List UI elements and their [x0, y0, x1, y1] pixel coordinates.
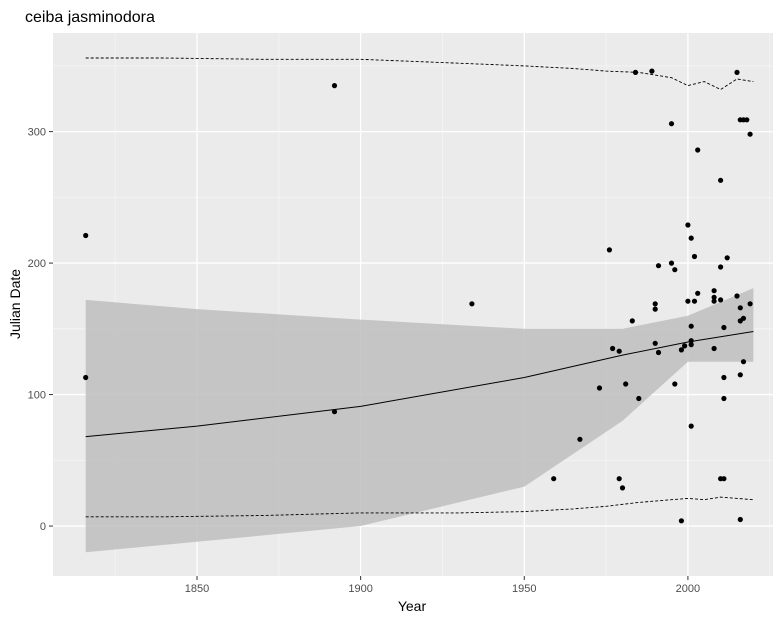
- data-point: [672, 381, 678, 387]
- data-point: [83, 232, 89, 239]
- x-tick-label: 2000: [676, 583, 700, 595]
- data-point: [685, 222, 691, 228]
- data-point: [711, 345, 717, 352]
- data-point: [606, 247, 613, 253]
- x-tick-label: 1900: [348, 583, 372, 595]
- data-point: [740, 359, 747, 365]
- data-point: [688, 323, 694, 329]
- data-point: [721, 476, 727, 482]
- data-point: [718, 177, 724, 183]
- data-point: [668, 121, 675, 127]
- upper-envelope-line: [85, 57, 754, 91]
- data-point: [619, 485, 626, 491]
- data-point: [737, 516, 743, 523]
- data-point: [632, 69, 639, 75]
- data-point: [721, 374, 727, 381]
- y-tick-label: 300: [28, 127, 46, 139]
- y-tick-label: 0: [40, 521, 46, 533]
- data-point: [688, 338, 694, 344]
- data-point: [688, 235, 694, 241]
- data-point: [737, 305, 743, 311]
- data-point: [331, 83, 338, 89]
- data-point: [629, 318, 635, 324]
- data-point: [718, 297, 724, 303]
- x-tick-label: 1850: [185, 583, 209, 595]
- data-point: [747, 301, 753, 307]
- data-point: [691, 298, 698, 304]
- data-point: [682, 343, 688, 349]
- data-point: [734, 69, 740, 75]
- data-point: [652, 340, 658, 346]
- lower-envelope-line: [85, 496, 754, 518]
- data-point: [744, 117, 750, 123]
- data-point: [711, 298, 717, 304]
- data-point: [747, 131, 753, 137]
- data-point: [678, 518, 685, 524]
- data-point: [652, 306, 658, 312]
- data-point: [623, 381, 629, 387]
- data-point: [685, 298, 691, 304]
- data-point: [655, 349, 662, 356]
- data-point: [734, 293, 740, 299]
- data-point: [616, 476, 622, 482]
- data-point: [718, 264, 724, 270]
- data-point: [652, 301, 658, 307]
- y-tick-label: 100: [28, 390, 46, 402]
- data-point: [740, 315, 747, 321]
- trend-line: [85, 331, 754, 438]
- data-point: [688, 342, 694, 348]
- data-point: [695, 290, 701, 296]
- data-point: [649, 68, 655, 74]
- data-point: [331, 409, 338, 415]
- data-point: [577, 436, 583, 442]
- x-axis-label: Year: [398, 598, 427, 614]
- data-point: [83, 374, 89, 381]
- data-point: [688, 423, 694, 429]
- y-tick-label: 200: [28, 258, 46, 270]
- chart-title: ceiba jasminodora: [25, 9, 155, 26]
- plot-area: 1850 1900 1950 2000 0 100 200 300: [28, 33, 773, 595]
- data-point: [678, 347, 685, 353]
- data-point: [672, 267, 678, 273]
- data-point: [616, 348, 622, 354]
- data-point: [668, 260, 675, 266]
- data-point: [724, 255, 730, 261]
- data-point: [551, 476, 557, 482]
- y-axis-label: Julian Date: [7, 269, 23, 339]
- data-point: [636, 395, 642, 402]
- data-point: [596, 385, 603, 391]
- data-point: [737, 372, 743, 378]
- x-tick-label: 1950: [512, 583, 536, 595]
- data-point: [469, 301, 475, 307]
- data-point: [711, 294, 717, 300]
- data-point: [691, 253, 698, 260]
- data-point: [695, 147, 701, 153]
- data-point: [721, 324, 727, 331]
- data-point: [610, 345, 616, 352]
- data-point: [655, 263, 662, 269]
- confidence-ribbon: [85, 288, 754, 553]
- data-point: [721, 395, 727, 402]
- data-point: [711, 288, 717, 294]
